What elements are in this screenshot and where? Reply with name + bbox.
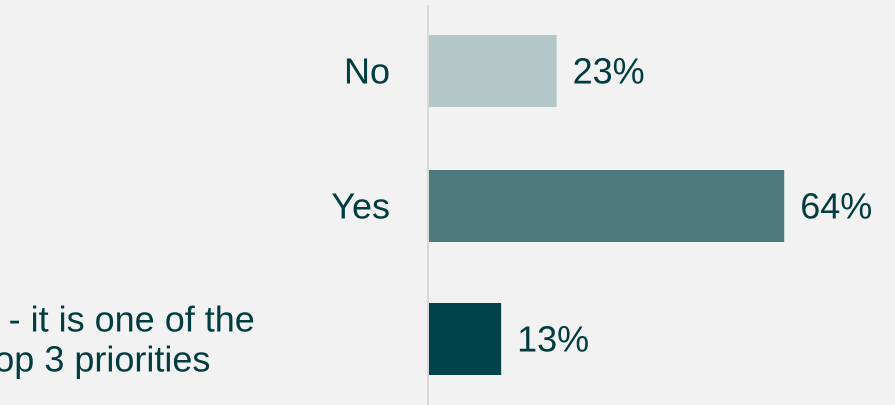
bar-2 bbox=[429, 303, 502, 375]
bars-group bbox=[429, 35, 785, 375]
category-label-line: Yes bbox=[331, 186, 390, 227]
category-label-line: top 3 priorities bbox=[0, 339, 210, 380]
category-label-line: No bbox=[344, 51, 390, 92]
category-label-line: Yes - it is one of the bbox=[0, 299, 255, 340]
category-label-1: Yes bbox=[331, 186, 390, 227]
value-label-2: 13% bbox=[517, 319, 589, 360]
category-label-0: No bbox=[344, 51, 390, 92]
bar-0 bbox=[429, 35, 557, 107]
value-label-0: 23% bbox=[573, 51, 645, 92]
value-labels-group: 23% 64% 13% bbox=[517, 51, 872, 360]
bar-1 bbox=[429, 170, 785, 242]
value-label-1: 64% bbox=[800, 186, 872, 227]
